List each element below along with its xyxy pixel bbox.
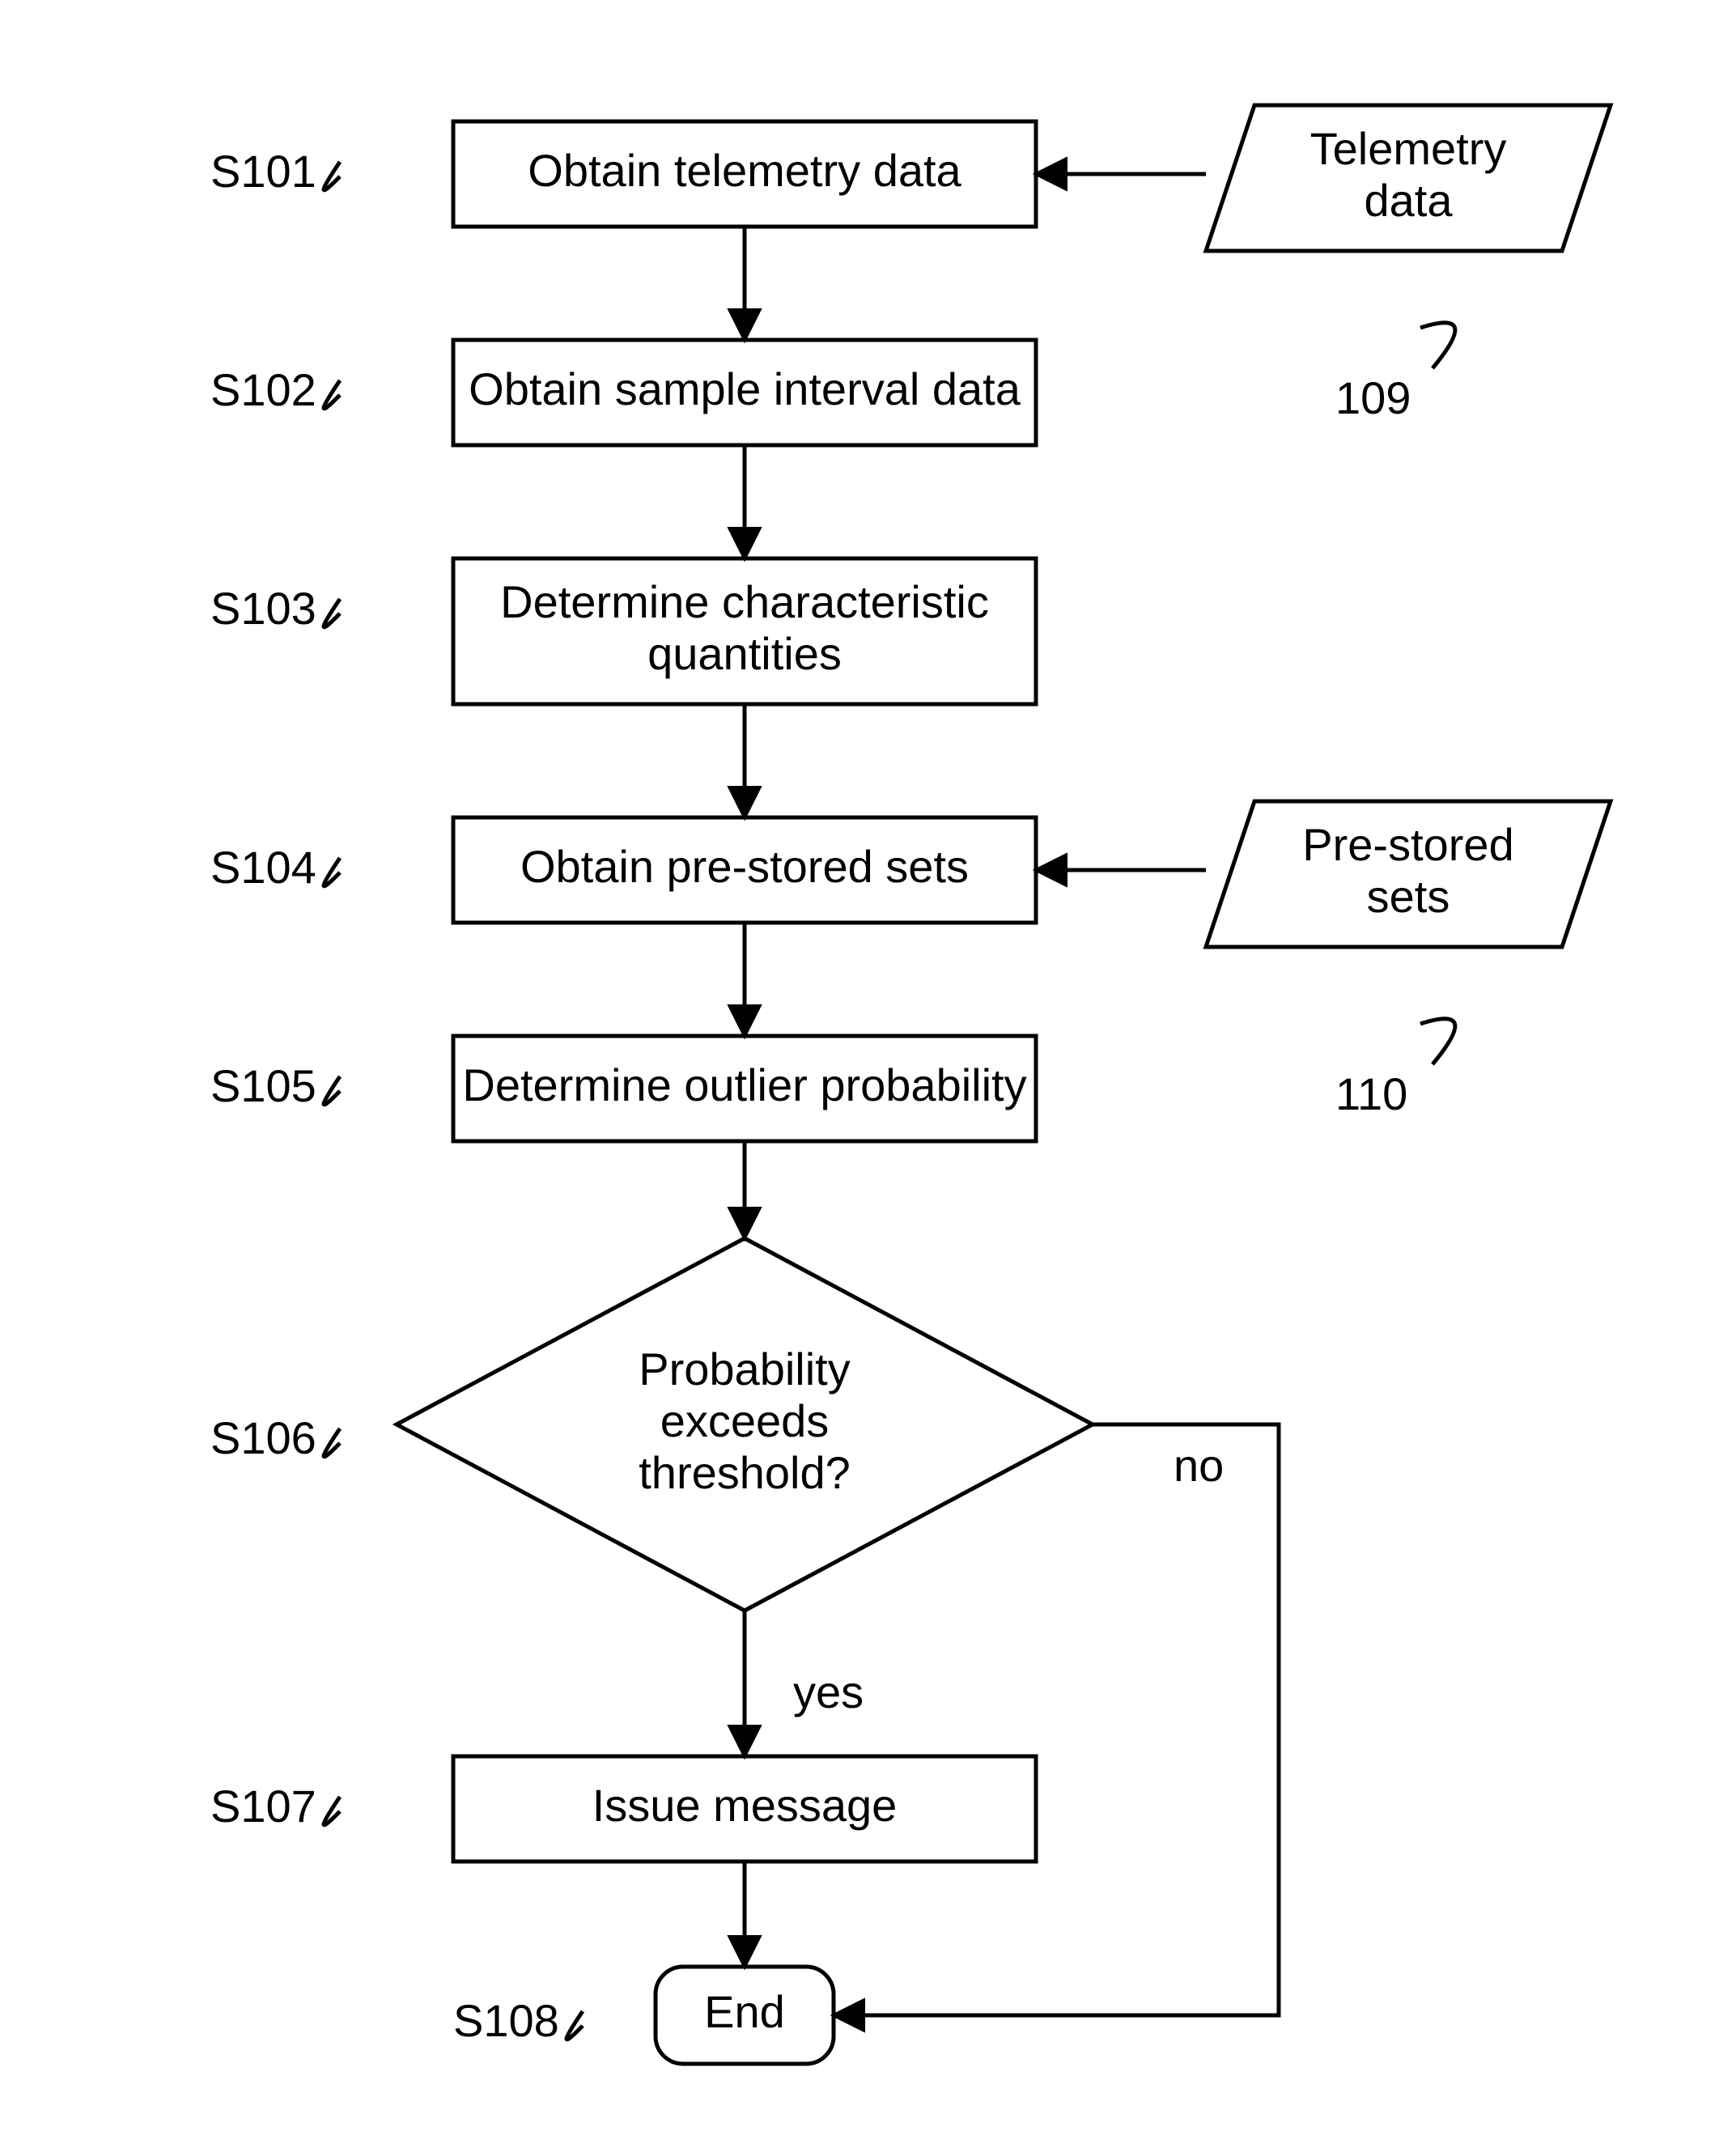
step-label-d110: 110: [1335, 1068, 1407, 1119]
callout-s107: [324, 1797, 340, 1825]
node-text-s103: quantities: [647, 628, 842, 679]
node-text-s101: Obtain telemetry data: [528, 145, 961, 196]
node-text-d110: Pre-stored: [1302, 819, 1513, 870]
node-text-d110: sets: [1367, 871, 1450, 922]
edge-5: yes: [745, 1611, 864, 1756]
edge-label-5: yes: [793, 1666, 864, 1717]
callout-s104: [324, 858, 340, 886]
flowchart-container: Obtain telemetry data Obtain sample inter…: [0, 0, 1736, 2131]
step-label-s106: S106: [210, 1412, 316, 1463]
step-label-s102: S102: [210, 364, 316, 415]
step-label-s104: S104: [210, 842, 316, 893]
node-s101: Obtain telemetry data: [453, 121, 1036, 227]
callout-s105: [324, 1076, 340, 1105]
step-label-s101: S101: [210, 146, 316, 197]
node-text-s102: Obtain sample interval data: [469, 363, 1021, 414]
node-s103: Determine characteristicquantities: [453, 558, 1036, 704]
node-text-s108: End: [704, 1986, 785, 2037]
callout-d109: [1420, 323, 1455, 368]
node-text-s103: Determine characteristic: [500, 576, 989, 627]
node-text-s107: Issue message: [592, 1780, 898, 1831]
node-s106: Probabilityexceedsthreshold?: [397, 1238, 1093, 1611]
node-text-d109: data: [1365, 175, 1454, 226]
node-s102: Obtain sample interval data: [453, 340, 1036, 445]
callout-s106: [324, 1428, 340, 1457]
node-s105: Determine outlier probability: [453, 1036, 1036, 1141]
node-text-s106: Probability: [639, 1344, 850, 1394]
node-d109: Telemetrydata: [1206, 105, 1611, 251]
callout-d110: [1420, 1019, 1455, 1064]
edge-label-9: no: [1174, 1440, 1224, 1491]
callout-s108: [567, 2011, 583, 2040]
step-label-s108: S108: [453, 1995, 559, 2046]
callout-s101: [324, 162, 340, 190]
step-label-s103: S103: [210, 583, 316, 634]
callout-s102: [324, 380, 340, 409]
node-d110: Pre-storedsets: [1206, 801, 1611, 947]
node-text-s106: threshold?: [639, 1447, 851, 1498]
step-label-s107: S107: [210, 1781, 316, 1832]
callout-s103: [324, 599, 340, 627]
node-text-d109: Telemetry: [1310, 123, 1507, 174]
node-s104: Obtain pre-stored sets: [453, 817, 1036, 923]
node-s108: End: [656, 1967, 834, 2064]
node-s107: Issue message: [453, 1756, 1036, 1861]
step-label-s105: S105: [210, 1060, 316, 1111]
node-text-s106: exceeds: [660, 1395, 830, 1446]
node-text-s104: Obtain pre-stored sets: [520, 841, 969, 892]
edge-9: no: [834, 1424, 1279, 2015]
step-label-d109: 109: [1335, 372, 1411, 423]
node-text-s105: Determine outlier probability: [462, 1059, 1026, 1110]
